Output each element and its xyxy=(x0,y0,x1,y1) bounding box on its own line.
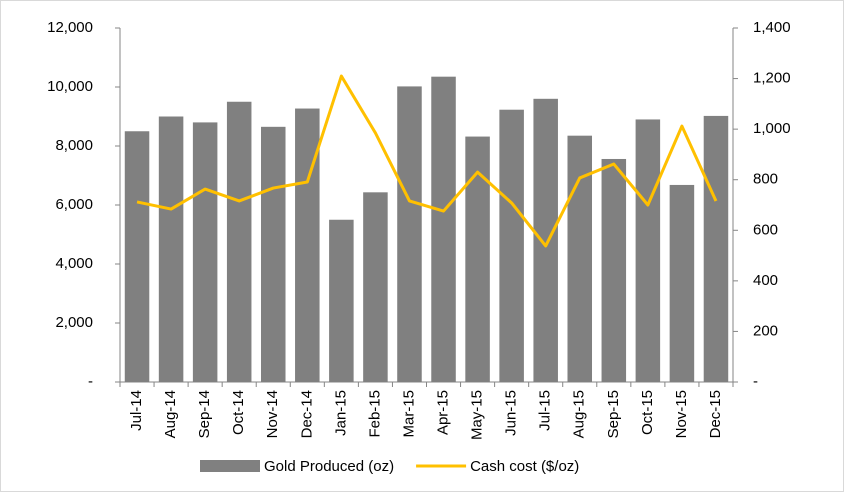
y-tick-label: 4,000 xyxy=(55,255,93,272)
x-tick-label: Mar-15 xyxy=(400,390,417,438)
x-tick-label: Jan-15 xyxy=(332,390,349,436)
x-tick-label: Feb-15 xyxy=(366,390,383,438)
y2-tick-label: 400 xyxy=(753,272,778,289)
bar xyxy=(431,76,456,383)
bar xyxy=(158,116,184,382)
bar xyxy=(397,86,422,382)
x-tick-label: Apr-15 xyxy=(434,390,451,435)
bar xyxy=(226,101,252,382)
y2-tick-label: - xyxy=(753,373,758,390)
x-tick-label: Sep-15 xyxy=(605,390,622,438)
x-tick-label: Jul-14 xyxy=(128,390,145,431)
y2-tick-label: 1,400 xyxy=(753,19,791,36)
bar xyxy=(635,119,661,382)
x-tick-label: Dec-14 xyxy=(298,390,315,438)
y-tick-label: 2,000 xyxy=(55,314,93,331)
bar xyxy=(124,131,150,382)
y2-tick-label: 200 xyxy=(753,322,778,339)
bar xyxy=(703,115,729,382)
x-tick-label: Aug-14 xyxy=(162,390,179,438)
y2-tick-label: 600 xyxy=(753,221,778,238)
bar xyxy=(260,126,286,382)
y-tick-label: - xyxy=(88,373,93,390)
x-tick-label: Oct-14 xyxy=(230,390,247,435)
y-tick-label: 6,000 xyxy=(55,196,93,213)
x-tick-label: Dec-15 xyxy=(707,390,724,438)
bar xyxy=(295,108,320,382)
bar xyxy=(669,184,695,382)
line xyxy=(136,74,718,248)
bar xyxy=(329,219,354,382)
bar xyxy=(601,158,627,382)
y-tick-label: 12,000 xyxy=(47,19,93,36)
y-tick-label: 10,000 xyxy=(47,78,93,95)
x-tick-label: Aug-15 xyxy=(571,390,588,438)
y2-tick-label: 1,000 xyxy=(753,120,791,137)
x-tick-label: May-15 xyxy=(469,390,486,440)
x-tick-label: Nov-15 xyxy=(673,390,690,438)
x-tick-label: Oct-15 xyxy=(639,390,656,435)
bar xyxy=(465,136,490,382)
x-tick-label: Nov-14 xyxy=(264,390,281,438)
bar xyxy=(567,135,593,382)
y-tick-label: 8,000 xyxy=(55,137,93,154)
bar xyxy=(533,98,558,383)
x-tick-label: Jul-15 xyxy=(537,390,554,431)
x-tick-label: Jun-15 xyxy=(503,390,520,436)
bar xyxy=(363,192,388,382)
x-tick-label: Sep-14 xyxy=(196,390,213,438)
bar xyxy=(192,122,218,383)
legend-label: Gold Produced (oz) xyxy=(264,458,394,475)
bar xyxy=(499,109,524,382)
legend-label: Cash cost ($/oz) xyxy=(470,458,579,475)
y2-tick-label: 800 xyxy=(753,171,778,188)
legend-swatch xyxy=(200,460,260,472)
y2-tick-label: 1,200 xyxy=(753,70,791,87)
